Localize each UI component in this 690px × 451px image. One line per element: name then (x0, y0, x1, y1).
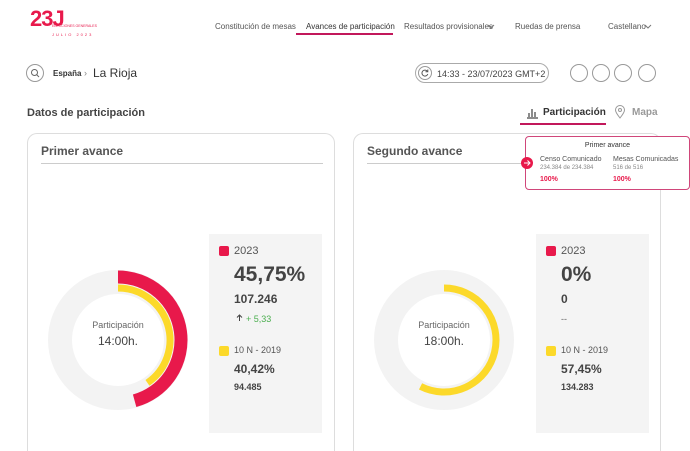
votes: 134.283 (561, 382, 594, 392)
nav-link[interactable]: Resultados provisionales (404, 22, 493, 31)
votes: 94.485 (234, 382, 262, 392)
donut (48, 270, 188, 410)
card: Primer avance Participación 14:00h. 2023 45,… (27, 133, 335, 451)
nav-link[interactable]: Avances de participación (306, 22, 395, 31)
breadcrumb[interactable]: España (53, 69, 82, 78)
breadcrumb: La Rioja (93, 66, 138, 80)
section-title: Datos de participación (27, 107, 145, 119)
swatch-previous (546, 346, 556, 356)
donut-track (374, 270, 514, 410)
tooltip-label: Mesas Comunicadas (613, 156, 679, 163)
separator: › (84, 68, 87, 78)
arrow-path (236, 314, 243, 321)
tooltip: Primer avance Censo Comunicado 234.384 d… (525, 136, 690, 190)
map-icon (614, 105, 626, 119)
legend-label: 10 N - 2019 (234, 345, 282, 355)
tooltip-label: Censo Comunicado (540, 156, 602, 163)
tab[interactable]: Mapa (632, 107, 658, 118)
card-title: Segundo avance (367, 144, 463, 158)
logo-line: ELECCIONES GENERALES (52, 24, 97, 28)
swatch-current (219, 246, 229, 256)
change: -- (561, 314, 567, 324)
card: Segundo avance Participación 18:00h. 2023 0%… (353, 133, 661, 451)
tooltip-detail: 516 de 516 (613, 165, 644, 171)
card-title: Primer avance (41, 144, 124, 158)
tab-underline (520, 123, 606, 125)
percent: 57,45% (561, 362, 602, 376)
tooltip-percent: 100% (540, 176, 558, 183)
legend-label: 2023 (561, 245, 586, 257)
logo-mark[interactable]: 23J (30, 6, 65, 31)
nav-underline (296, 33, 393, 35)
tooltip-pointer (521, 157, 533, 169)
center-time: 14:00h. (97, 334, 139, 348)
arrow-up (236, 314, 243, 321)
swatch-previous (219, 346, 229, 356)
percent: 0% (561, 263, 592, 286)
share-button[interactable] (570, 64, 588, 82)
donut (374, 270, 514, 410)
chart-icon (527, 109, 538, 119)
search-button[interactable] (26, 64, 44, 82)
refresh-icon[interactable] (418, 66, 432, 80)
timestamp-pill[interactable] (415, 63, 549, 83)
center-time: 18:00h. (423, 334, 465, 348)
favorite-button[interactable] (592, 64, 610, 82)
percent: 45,75% (234, 263, 306, 286)
logo-line: JULIO 2023 (52, 32, 94, 37)
change: + 5,33 (246, 314, 272, 324)
center-label: Participación (92, 320, 144, 330)
votes: 0 (561, 292, 568, 306)
arc-current (117, 270, 188, 408)
tooltip-detail: 234.384 de 234.384 (540, 165, 594, 171)
timestamp: 14:33 - 23/07/2023 GMT+2 (437, 69, 546, 79)
tab[interactable]: Participación (543, 107, 606, 118)
votes: 107.246 (234, 292, 278, 306)
arc-previous (418, 284, 500, 396)
arc-previous (117, 284, 174, 386)
nav-link[interactable]: Constitución de mesas (215, 22, 296, 31)
language[interactable]: Castellano (608, 22, 646, 31)
download-button[interactable] (638, 64, 656, 82)
legend-label: 2023 (234, 245, 259, 257)
divider (41, 163, 323, 164)
print-button[interactable] (614, 64, 632, 82)
chevron (487, 24, 495, 29)
nav-link[interactable]: Ruedas de prensa (515, 22, 581, 31)
legend-panel: 2023 45,75% 107.246 + 5,33 10 N - 2019 40,42%… (209, 234, 322, 433)
chevron (644, 24, 652, 29)
legend-panel: 2023 0% 0 -- 10 N - 2019 57,45% 134.283 (536, 234, 649, 433)
divider (367, 163, 649, 164)
tooltip-title: Primer avance (584, 142, 631, 149)
legend-label: 10 N - 2019 (561, 345, 609, 355)
tooltip-percent: 100% (613, 176, 631, 183)
swatch-current (546, 246, 556, 256)
percent: 40,42% (234, 362, 275, 376)
center-label: Participación (418, 320, 470, 330)
